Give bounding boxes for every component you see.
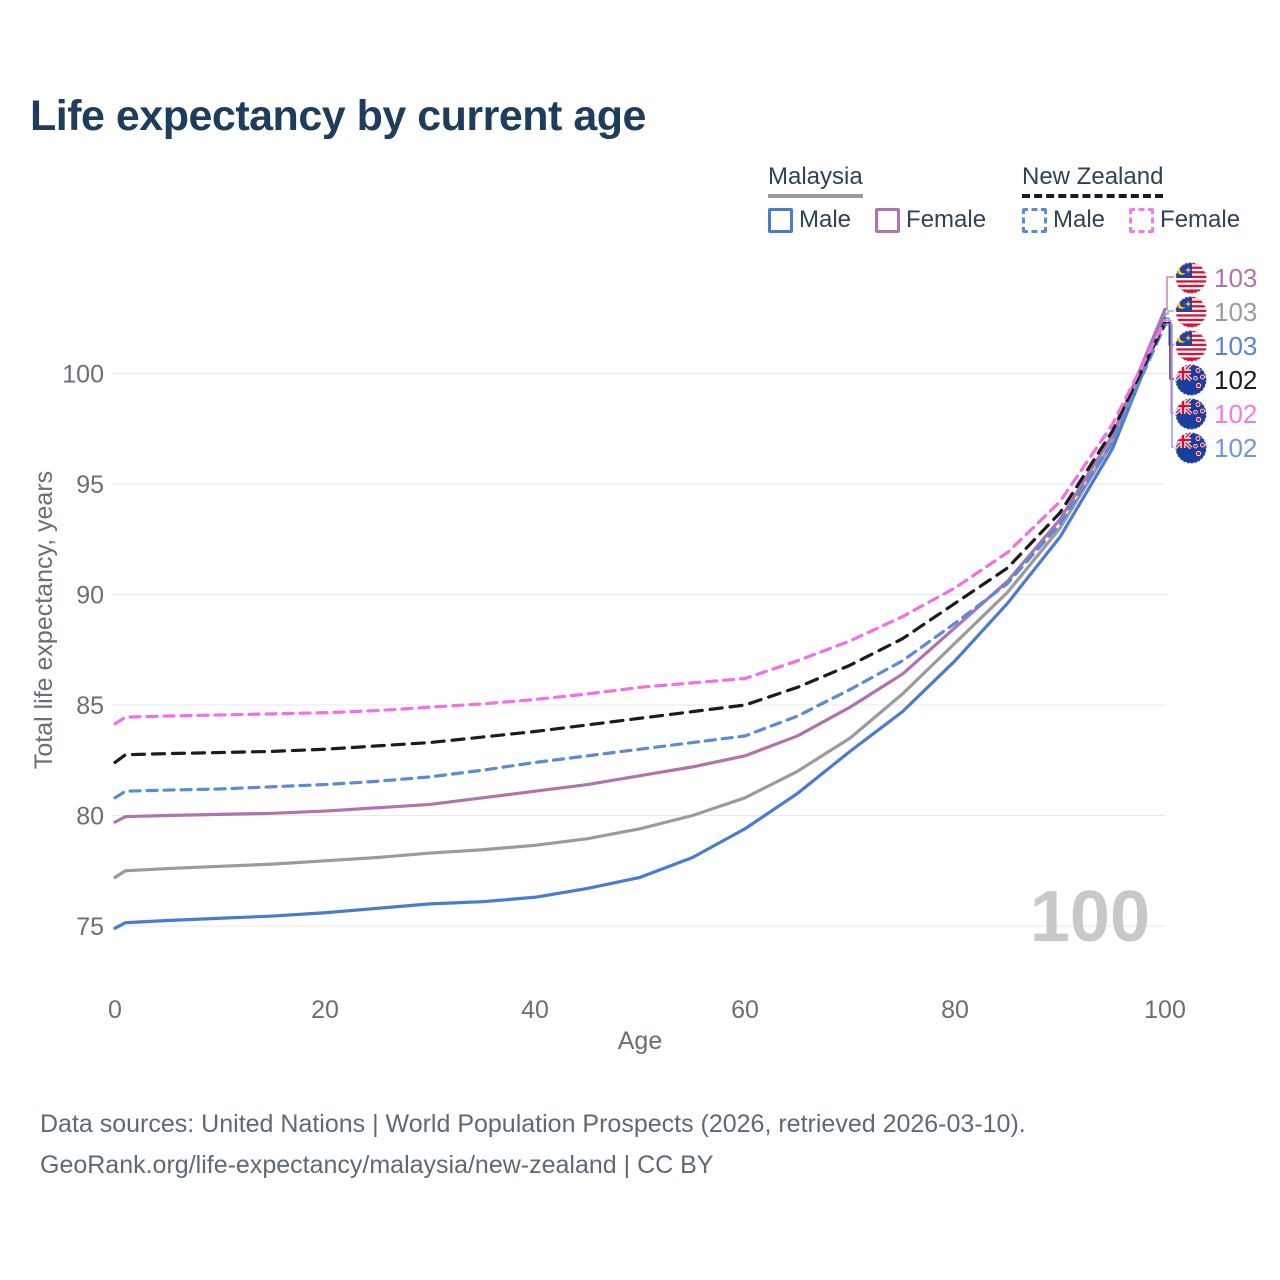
end-label-value: 102 (1214, 398, 1258, 429)
y-tick-label: 100 (62, 361, 104, 389)
end-label-value: 102 (1214, 432, 1258, 463)
legend-group-malaysia: Malaysia Male Female (768, 163, 986, 234)
end-label-row: 103 (1175, 295, 1257, 329)
end-label-row: 103 (1175, 261, 1257, 295)
series-line-my_female[interactable] (113, 307, 1167, 824)
new-zealand-flag-icon (1175, 432, 1207, 464)
end-label-row: 102 (1175, 397, 1257, 431)
end-label-row: 102 (1175, 431, 1257, 465)
series-line-my_male[interactable] (113, 316, 1167, 930)
series-line-nz_all[interactable] (113, 321, 1167, 765)
y-tick-label: 75 (76, 913, 104, 941)
y-tick-label: 85 (76, 692, 104, 720)
page-title: Life expectancy by current age (30, 92, 646, 140)
hover-age-watermark: 100 (1030, 877, 1150, 957)
legend-country-malaysia[interactable]: Malaysia (768, 163, 863, 198)
end-label-value: 103 (1214, 296, 1258, 327)
leader-line (1163, 276, 1174, 311)
footer-georank-link[interactable]: GeoRank.org/life-expectancy/malaysia/new… (40, 1151, 714, 1179)
legend-item-new-zealand-male[interactable]: Male (1022, 206, 1105, 234)
y-axis-title: Total life expectancy, years (30, 471, 58, 769)
malaysia-flag-icon (1175, 296, 1207, 328)
dashed-line-swatch-icon (1022, 207, 1047, 233)
new-zealand-flag-icon (1175, 364, 1207, 396)
x-tick-label: 80 (941, 996, 969, 1024)
x-axis-title: Age (618, 1027, 662, 1055)
end-label-row: 103 (1175, 329, 1257, 363)
y-tick-label: 90 (76, 582, 104, 610)
end-label-value: 103 (1214, 330, 1258, 361)
x-tick-label: 60 (731, 996, 759, 1024)
footer-data-sources: Data sources: United Nations | World Pop… (40, 1110, 1026, 1138)
series-line-nz_male[interactable] (113, 323, 1167, 800)
solid-line-swatch-icon (875, 207, 901, 233)
legend-item-malaysia-male[interactable]: Male (768, 206, 851, 234)
legend-item-malaysia-female[interactable]: Female (875, 206, 986, 234)
end-label-value: 102 (1214, 364, 1258, 395)
x-tick-label: 0 (108, 996, 122, 1024)
malaysia-flag-icon (1175, 262, 1207, 294)
x-tick-label: 100 (1144, 996, 1186, 1024)
legend-country-new-zealand[interactable]: New Zealand (1022, 163, 1164, 198)
solid-line-swatch-icon (768, 207, 793, 233)
end-label-value: 103 (1214, 262, 1258, 293)
series-line-nz_female[interactable] (113, 318, 1167, 726)
x-tick-label: 40 (521, 996, 549, 1024)
end-labels: 103 103 103 102 102 102 (1175, 261, 1257, 465)
end-label-row: 102 (1175, 363, 1257, 397)
x-tick-label: 20 (311, 996, 339, 1024)
series-line-my_all[interactable] (113, 312, 1167, 879)
footer: Data sources: United Nations | World Pop… (40, 1104, 1026, 1186)
malaysia-flag-icon (1175, 330, 1207, 362)
leader-line (1163, 324, 1174, 448)
new-zealand-flag-icon (1175, 398, 1207, 430)
y-tick-label: 80 (76, 803, 104, 831)
legend-group-new-zealand: New Zealand Male Female (1022, 163, 1240, 234)
legend-item-new-zealand-female[interactable]: Female (1129, 206, 1240, 234)
leader-line (1163, 310, 1174, 315)
y-tick-label: 95 (76, 471, 104, 499)
dashed-line-swatch-icon (1129, 207, 1155, 233)
